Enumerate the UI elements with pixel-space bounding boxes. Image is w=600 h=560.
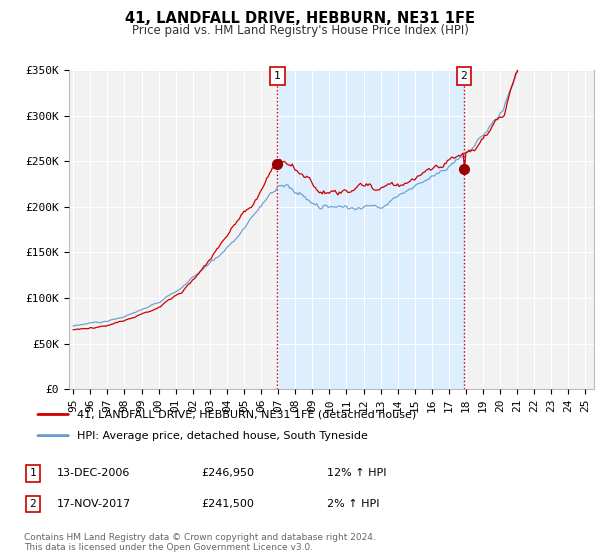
Text: 2: 2 (29, 499, 37, 509)
Text: HPI: Average price, detached house, South Tyneside: HPI: Average price, detached house, Sout… (77, 431, 368, 441)
Text: 1: 1 (274, 71, 281, 81)
Text: 41, LANDFALL DRIVE, HEBBURN, NE31 1FE: 41, LANDFALL DRIVE, HEBBURN, NE31 1FE (125, 11, 475, 26)
Text: Price paid vs. HM Land Registry's House Price Index (HPI): Price paid vs. HM Land Registry's House … (131, 24, 469, 36)
Text: 1: 1 (29, 468, 37, 478)
Text: Contains HM Land Registry data © Crown copyright and database right 2024.: Contains HM Land Registry data © Crown c… (24, 533, 376, 542)
Text: £246,950: £246,950 (201, 468, 254, 478)
Text: This data is licensed under the Open Government Licence v3.0.: This data is licensed under the Open Gov… (24, 543, 313, 552)
Text: £241,500: £241,500 (201, 499, 254, 509)
Text: 17-NOV-2017: 17-NOV-2017 (57, 499, 131, 509)
Bar (277, 70, 464, 389)
Text: 12% ↑ HPI: 12% ↑ HPI (327, 468, 386, 478)
Text: 2: 2 (460, 71, 467, 81)
Text: 41, LANDFALL DRIVE, HEBBURN, NE31 1FE (detached house): 41, LANDFALL DRIVE, HEBBURN, NE31 1FE (d… (77, 409, 416, 419)
Text: 2% ↑ HPI: 2% ↑ HPI (327, 499, 380, 509)
Text: 13-DEC-2006: 13-DEC-2006 (57, 468, 130, 478)
